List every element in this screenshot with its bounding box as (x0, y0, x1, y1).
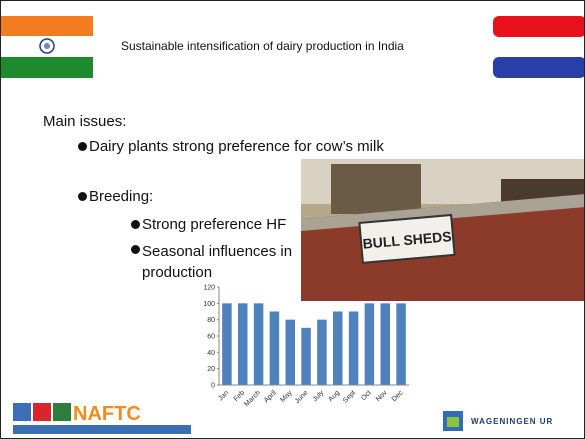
bullet-dot (131, 220, 140, 229)
bar (222, 303, 232, 385)
bar (349, 312, 359, 386)
bar (286, 320, 296, 385)
bullet-dot (78, 142, 87, 151)
bullet: Dairy plants strong preference for cow’s… (89, 138, 384, 155)
sub-bullet: Seasonal influences in production (142, 241, 307, 283)
bullet: Breeding: (89, 188, 153, 205)
slide: Sustainable intensification of dairy pro… (0, 0, 585, 439)
netherlands-flag (493, 16, 585, 78)
bullet-dot (131, 245, 140, 254)
bar (333, 312, 343, 386)
wageningen-logo: WAGENINGEN UR (441, 409, 583, 435)
x-tick-label: Aug (327, 389, 341, 403)
x-tick-label: Nov (375, 389, 389, 403)
x-tick-label: July (312, 389, 326, 403)
bar (396, 303, 406, 385)
y-tick-label: 0 (211, 383, 215, 390)
bar (270, 312, 280, 386)
sub-bullet: Strong preference HF (142, 216, 286, 233)
x-tick-label: May (279, 389, 294, 404)
bullet-dot (78, 192, 87, 201)
bar (301, 328, 311, 385)
x-tick-label: Feb (233, 389, 247, 403)
naftc-logo: NAFTC (11, 401, 211, 437)
y-tick-label: 40 (207, 350, 215, 357)
y-tick-label: 60 (207, 334, 215, 341)
x-tick-label: Jan (217, 389, 230, 402)
x-tick-label: June (294, 389, 310, 405)
photo: BULL SHEDS (301, 159, 585, 301)
x-tick-label: Oct (360, 389, 373, 402)
x-tick-label: March (243, 389, 262, 408)
bar (238, 303, 248, 385)
heading: Main issues: (43, 113, 126, 130)
y-tick-label: 20 (207, 366, 215, 373)
bar (381, 303, 391, 385)
bar (254, 303, 264, 385)
y-tick-label: 120 (203, 285, 215, 292)
x-tick-label: April (263, 389, 278, 404)
x-tick-label: Dec (391, 389, 405, 403)
slide-title: Sustainable intensification of dairy pro… (121, 39, 404, 53)
bar (365, 303, 375, 385)
india-flag (1, 16, 93, 78)
bar (317, 320, 327, 385)
y-tick-label: 80 (207, 317, 215, 324)
x-tick-label: Sept (342, 389, 357, 404)
y-tick-label: 100 (203, 301, 215, 308)
logo-text: NAFTC (73, 403, 141, 425)
logo-text: WAGENINGEN UR (471, 417, 553, 426)
